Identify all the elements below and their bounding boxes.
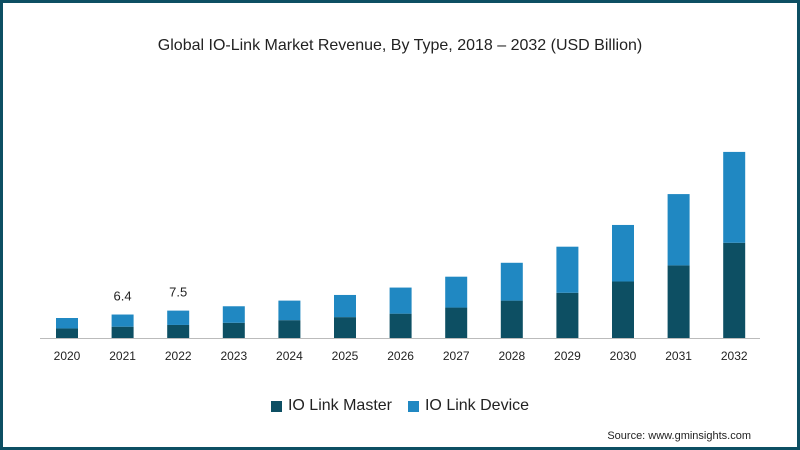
bar-device-2026: [389, 287, 412, 314]
bar-device-2029: [556, 246, 579, 293]
legend-swatch-master: [270, 400, 282, 412]
bar-master-2029: [556, 292, 579, 338]
x-tick-label: 2030: [610, 349, 637, 363]
x-tick-label: 2023: [220, 349, 247, 363]
bar-device-2022: [167, 310, 190, 325]
bar-device-2027: [445, 276, 468, 308]
x-tick-label: 2032: [721, 349, 748, 363]
legend-item-device: IO Link Device: [407, 397, 530, 415]
bar-device-2032: [723, 151, 746, 243]
legend-label-master: IO Link Master: [287, 397, 392, 414]
bar-master-2027: [445, 307, 468, 338]
bar-device-2024: [278, 300, 301, 321]
bar-device-2023: [222, 306, 245, 323]
bar-master-2030: [612, 281, 634, 338]
bar-master-2031: [667, 265, 690, 338]
bar-master-2023: [222, 322, 245, 338]
bar-master-2020: [56, 328, 78, 338]
legend-item-master: IO Link Master: [270, 397, 392, 415]
x-tick-label: 2025: [332, 349, 359, 363]
bar-device-2030: [612, 224, 634, 282]
bar-master-2021: [111, 326, 134, 338]
x-tick-label: 2020: [54, 349, 81, 363]
x-tick-label: 2028: [498, 349, 525, 363]
bar-master-2026: [389, 313, 412, 338]
bar-device-2031: [667, 194, 690, 266]
bar-device-2020: [56, 318, 78, 329]
legend-label-device: IO Link Device: [424, 397, 530, 414]
bars-group: [56, 151, 746, 338]
x-tick-label: 2021: [109, 349, 136, 363]
x-tick-label: 2027: [443, 349, 470, 363]
x-tick-label: 2026: [387, 349, 414, 363]
chart-plot: 2020 2021 2022 2023 2024 2025 2026 2027 2028 2029…: [40, 151, 760, 363]
legend-swatch-device: [407, 400, 419, 412]
bar-master-2024: [278, 320, 301, 338]
x-tick-label: 2031: [665, 349, 692, 363]
data-label-2022: 7.5: [169, 285, 187, 300]
bar-device-2021: [111, 314, 134, 327]
x-tick-label: 2022: [165, 349, 192, 363]
labels-group: 2020 2021 2022 2023 2024 2025 2026 2027 2028 2029…: [54, 285, 748, 363]
chart-title: Global IO-Link Market Revenue, By Type, …: [157, 37, 643, 54]
x-tick-label: 2024: [276, 349, 303, 363]
data-label-2021: 6.4: [114, 289, 132, 304]
bar-master-2032: [723, 242, 746, 338]
bar-device-2028: [500, 262, 523, 301]
bar-master-2028: [500, 300, 523, 338]
source-note: Source: www.gminsights.com: [607, 430, 751, 442]
bar-master-2022: [167, 324, 190, 338]
bar-device-2025: [334, 294, 356, 318]
x-tick-label: 2029: [554, 349, 581, 363]
legend: IO Link Master IO Link Device: [3, 397, 797, 415]
bar-master-2025: [334, 317, 356, 338]
